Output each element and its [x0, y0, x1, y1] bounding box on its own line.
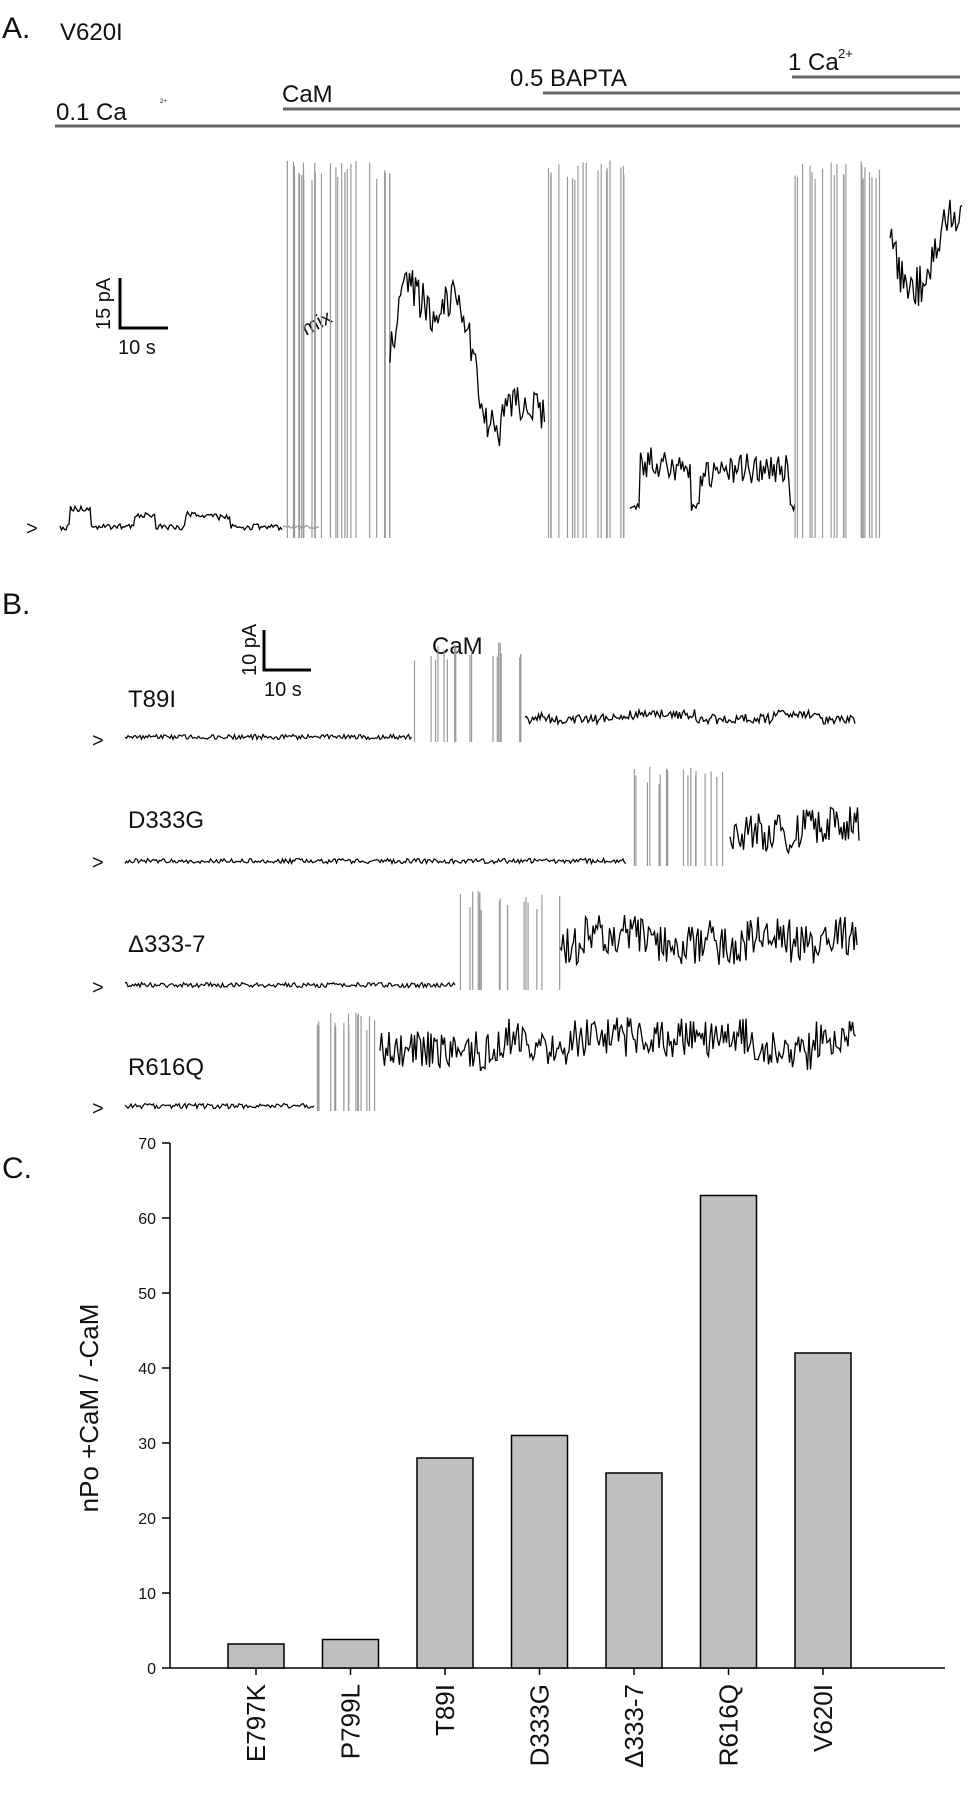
condition-label-bapta: 0.5 BAPTA [510, 65, 627, 92]
trace-a-baseline-segment [59, 504, 283, 532]
x-tick-label: V620I [808, 1684, 838, 1752]
x-tick-label: D333G [525, 1684, 555, 1766]
panel-b-label: B. [2, 588, 30, 621]
baseline-marker-delta333-7: > [92, 977, 104, 999]
y-tick-label: 0 [147, 1661, 156, 1678]
trace-a [59, 160, 963, 538]
cam-label-b: CaM [432, 633, 483, 660]
trace-delta333-7-pre [124, 981, 456, 989]
scale-bar-a-y-label: 15 pA [93, 277, 115, 330]
trace-r616q-pre [124, 1102, 315, 1111]
y-tick-label: 10 [138, 1586, 156, 1603]
bar-3 [510, 1434, 569, 1669]
y-axis-label: nPo +CaM / -CaM [74, 1304, 104, 1513]
trace-label-r616q: R616Q [128, 1054, 204, 1081]
bar-6 [794, 1352, 852, 1669]
x-tick-label: R616Q [714, 1684, 744, 1766]
panel-a-title: V620I [60, 19, 123, 46]
panel-a-label: A. [2, 12, 30, 45]
trace-delta333-7-post [559, 914, 858, 967]
trace-t89i-pre [124, 732, 412, 742]
trace-a-ca1-segment [889, 199, 963, 306]
y-tick-label: 40 [138, 1361, 156, 1378]
x-tick-label: P799L [336, 1684, 366, 1759]
panel-c: C. nPo +CaM / -CaM 0 10 20 30 40 50 60 70 E797K P… [2, 1136, 945, 1768]
bar-chart: 0 10 20 30 40 50 60 70 E797K P799L T89I D333G Δ333-7… [138, 1136, 945, 1768]
scale-bar-b-x-label: 10 s [264, 679, 302, 701]
trace-a-cam-segment [389, 270, 546, 447]
condition-label-cam: CaM [282, 81, 333, 108]
x-tick-label: T89I [430, 1684, 460, 1736]
condition-sup-ca1: 2+ [838, 46, 853, 61]
trace-d333g-post [729, 806, 860, 855]
scale-bar-b: 10 pA 10 s [239, 623, 311, 701]
y-tick-label: 20 [138, 1511, 156, 1528]
trace-label-d333g: D333G [128, 807, 204, 834]
condition-label-ca01: 0.1 Ca [56, 99, 127, 126]
y-tick-label: 60 [138, 1211, 156, 1228]
condition-sup-ca01: 2+ [160, 99, 167, 105]
scale-bar-a: 15 pA 10 s [93, 277, 168, 359]
x-tick-label: E797K [241, 1683, 271, 1762]
y-tick-label: 50 [138, 1286, 156, 1303]
traces-b [124, 642, 860, 1111]
trace-label-t89i: T89I [128, 686, 176, 713]
trace-label-delta333-7: Δ333-7 [128, 931, 205, 958]
panel-c-label: C. [2, 1152, 32, 1185]
trace-d333g-pre [124, 856, 627, 866]
bar-0 [227, 1643, 285, 1669]
trace-a-bapta-segment [629, 447, 796, 513]
scale-bar-b-y-label: 10 pA [239, 623, 261, 676]
condition-label-ca1: 1 Ca [788, 49, 839, 76]
trace-t89i-post [524, 707, 856, 727]
baseline-marker-r616q: > [92, 1098, 104, 1120]
y-tick-label: 30 [138, 1436, 156, 1453]
trace-r616q-post [379, 1017, 857, 1072]
baseline-marker-a: > [26, 518, 38, 540]
trace-a-mix-segment [282, 524, 320, 530]
baseline-marker-t89i: > [92, 730, 104, 752]
y-tick-label: 70 [138, 1136, 156, 1153]
scale-bar-a-x-label: 10 s [118, 337, 156, 359]
panel-a: A. V620I 0.1 Ca 2+ CaM 0.5 BAPTA 1 Ca 2+… [2, 12, 963, 540]
panel-b: B. 10 pA 10 s CaM T89I > D333G > Δ333-7 … [2, 588, 860, 1120]
bar-4 [605, 1472, 663, 1669]
bar-5 [699, 1194, 758, 1669]
bar-2 [416, 1457, 474, 1669]
baseline-marker-d333g: > [92, 852, 104, 874]
bar-1 [321, 1638, 380, 1669]
x-tick-label: Δ333-7 [619, 1684, 649, 1768]
